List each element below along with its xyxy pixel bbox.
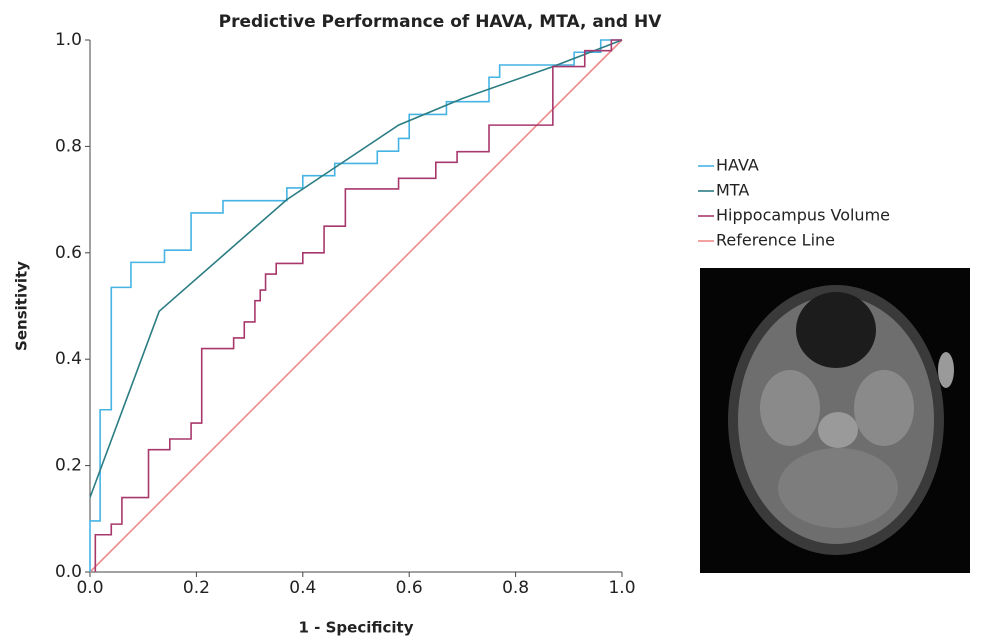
legend-label: Hippocampus Volume <box>716 206 890 225</box>
y-tick-label: 0.6 <box>55 243 82 263</box>
series-line <box>89 39 623 573</box>
temporal-right <box>854 370 914 446</box>
x-tick-label: 0.6 <box>396 578 423 598</box>
x-tick-label: 0.8 <box>502 578 529 598</box>
x-tick-label: 0.4 <box>289 578 316 598</box>
chart-title: Predictive Performance of HAVA, MTA, and… <box>219 12 663 32</box>
brain-scan <box>700 268 970 573</box>
series-line <box>89 39 623 498</box>
x-axis-title: 1 - Specificity <box>299 619 414 637</box>
x-tick-label: 1.0 <box>608 578 635 598</box>
series-line <box>94 39 622 572</box>
legend-label: HAVA <box>716 156 759 175</box>
marker <box>938 352 954 388</box>
x-tick-label: 0.0 <box>76 578 103 598</box>
y-tick-label: 1.0 <box>55 30 82 50</box>
y-tick-label: 0.8 <box>55 136 82 156</box>
x-tick-label: 0.2 <box>183 578 210 598</box>
temporal-left <box>760 370 820 446</box>
series-line <box>89 39 622 572</box>
legend-label: MTA <box>716 181 749 200</box>
pons <box>818 412 858 448</box>
cerebellum <box>778 448 898 528</box>
y-tick-label: 0.2 <box>55 456 82 476</box>
orbits <box>796 292 876 368</box>
y-tick-label: 0.4 <box>55 349 82 369</box>
y-axis-title: Sensitivity <box>13 261 31 351</box>
legend-label: Reference Line <box>716 231 835 250</box>
y-tick-label: 0.0 <box>55 562 82 582</box>
